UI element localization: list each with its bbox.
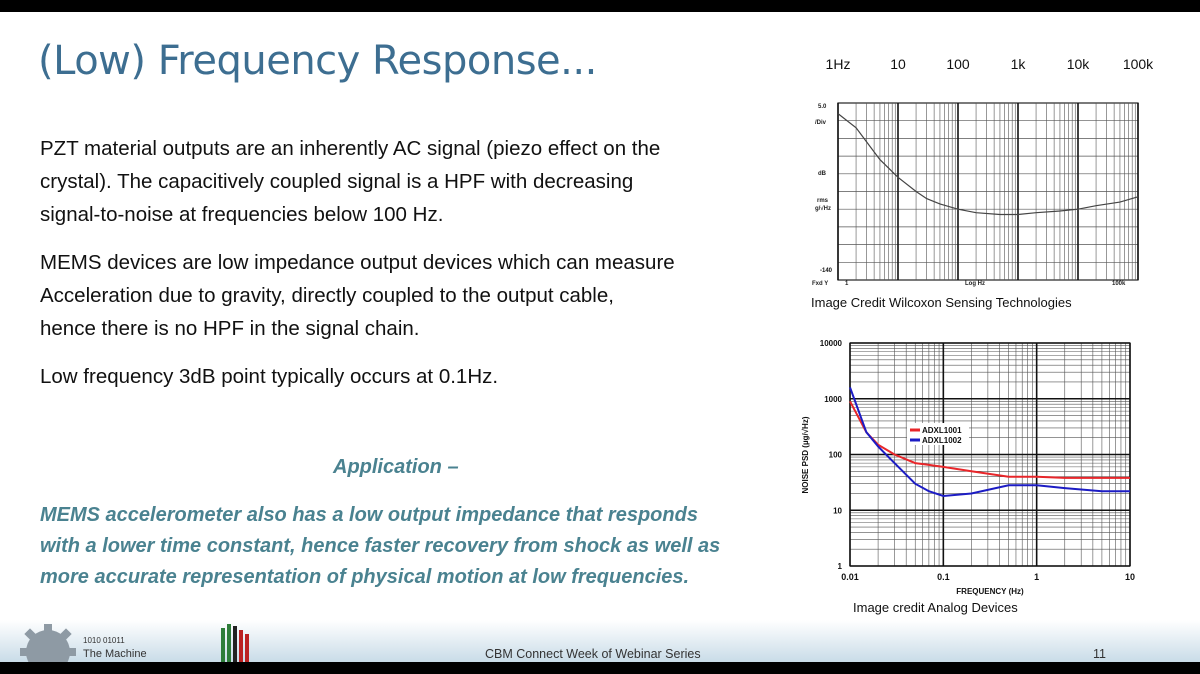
bars-logo (221, 624, 249, 662)
y-tick-label: -140 (820, 268, 833, 274)
logo-name: The Machine (83, 648, 147, 660)
legend-box (907, 423, 969, 445)
annotation: 786A (976, 152, 1004, 166)
bottom-label: 1 (845, 281, 849, 287)
gear-icon (20, 624, 76, 662)
legend-label: ADXL1002 (922, 436, 962, 445)
bottom-label: 100k (1112, 281, 1126, 287)
data-line (849, 400, 1130, 479)
text-line: hence there is no HPF in the signal chai… (40, 317, 420, 340)
y-tick-label: 1000 (824, 395, 842, 404)
x-tick-label: 0.1 (937, 572, 950, 582)
paragraph: MEMS devices are low impedance output de… (40, 246, 675, 345)
data-line (849, 387, 1130, 498)
y-side-label: 5.0 (818, 104, 827, 110)
text-line: Acceleration due to gravity, directly co… (40, 284, 614, 307)
text-line: crystal). The capacitively coupled signa… (40, 170, 634, 193)
y-side-label: /Div (815, 120, 827, 126)
image-credit: Image credit Analog Devices (853, 600, 1018, 615)
footer: 1010 01011 The Machine CBM Connect Week … (0, 620, 1200, 662)
application-text: MEMS accelerometer also has a low output… (40, 500, 720, 593)
image-credit: Image Credit Wilcoxon Sensing Technologi… (811, 295, 1072, 310)
paragraph: Low frequency 3dB point typically occurs… (40, 360, 498, 393)
text-line: PZT material outputs are an inherently A… (40, 137, 661, 160)
x-tick-label: 100 (946, 56, 970, 72)
text-line: more accurate representation of physical… (40, 566, 690, 588)
x-tick-label: 10k (1067, 56, 1091, 72)
text-line: MEMS accelerometer also has a low output… (40, 504, 698, 526)
paragraph: PZT material outputs are an inherently A… (40, 132, 660, 231)
footer-center: CBM Connect Week of Webinar Series (485, 647, 701, 661)
x-tick-label: 100k (1123, 56, 1154, 72)
x-axis-label: FREQUENCY (Hz) (956, 587, 1024, 596)
legend-label: ADXL1001 (922, 426, 962, 435)
y-side-label: rms (817, 198, 829, 204)
top-bar (0, 0, 1200, 12)
plot-area (837, 102, 1139, 281)
x-tick-label: 10 (1125, 572, 1135, 582)
plot-area (849, 342, 1131, 567)
annotation-box (972, 148, 1022, 168)
y-tick-label: 10 (833, 506, 842, 515)
text-line: with a lower time constant, hence faster… (40, 535, 721, 557)
footer-logos (20, 624, 249, 662)
x-tick-label: 10 (890, 56, 906, 72)
y-side-label: dB (818, 171, 827, 177)
y-tick-label: 100 (829, 451, 843, 460)
x-tick-label: 0.01 (841, 572, 859, 582)
x-axis-label: Log Hz (965, 281, 985, 287)
application-heading: Application – (333, 456, 459, 478)
y-tick-label: 1 (838, 562, 843, 571)
page-number: 11 (1093, 647, 1106, 661)
y-tick-label: 10000 (820, 339, 843, 348)
x-tick-label: 1Hz (826, 56, 851, 72)
text-line: MEMS devices are low impedance output de… (40, 251, 675, 274)
bottom-bar (0, 662, 1200, 674)
y-axis-label: NOISE PSD (µg/√Hz) (801, 416, 810, 493)
x-tick-label: 1k (1011, 56, 1027, 72)
text-line: Low frequency 3dB point typically occurs… (40, 365, 499, 388)
slide-title: (Low) Frequency Response... (38, 38, 597, 84)
x-tick-label: 1 (1034, 572, 1039, 582)
logo-code: 1010 01011 (83, 636, 125, 645)
y-side-label: g/√Hz (815, 205, 831, 212)
data-line (837, 113, 1139, 216)
text-line: signal-to-noise at frequencies below 100… (40, 203, 444, 226)
y-side-label: Fxd Y (812, 281, 828, 287)
